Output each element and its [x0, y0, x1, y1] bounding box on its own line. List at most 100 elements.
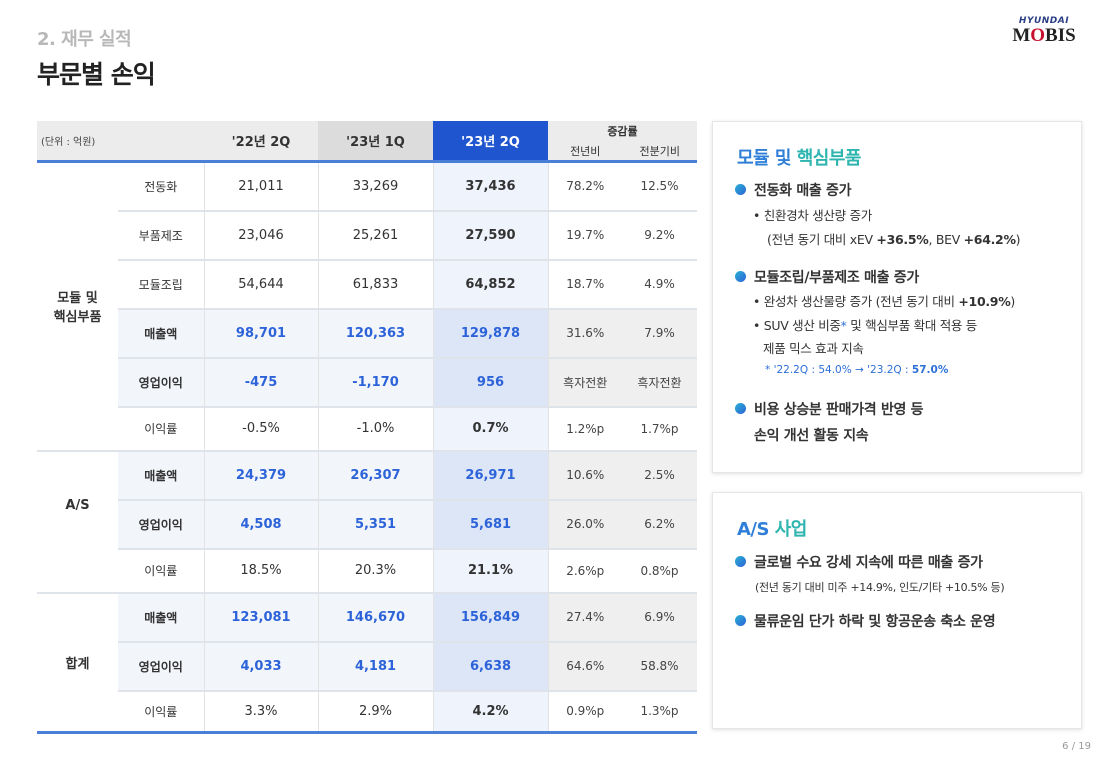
- bullet-electrification: 전동화 매출 증가: [735, 179, 852, 203]
- cell-23-2q: 6,638: [433, 641, 549, 692]
- cell-qoq: 0.8%p: [622, 548, 697, 594]
- sub-detail: (전년 동기 대비 미주 +14.9%, 인도/기타 +10.5% 등): [755, 581, 1005, 594]
- cell-yoy: 31.6%: [548, 308, 622, 359]
- cell-22-2q: 98,701: [204, 308, 319, 359]
- text: , BEV: [928, 232, 964, 247]
- cell-23-2q: 156,849: [433, 592, 549, 643]
- suv-share: 57.0%: [911, 364, 949, 376]
- cell-23-1q: 2.9%: [318, 690, 434, 734]
- cell-22-2q: 123,081: [204, 592, 319, 643]
- table-row: 매출액 98,701 120,363 129,878 31.6% 7.9%: [37, 308, 697, 359]
- sub-bullet: • 완성차 생산물량 증가 (전년 동기 대비 +10.9%): [753, 290, 1015, 313]
- row-label: 전동화: [118, 161, 205, 212]
- cell-qoq: 흑자전환: [622, 357, 697, 408]
- cell-qoq: 1.3%p: [622, 690, 697, 734]
- cell-yoy: 10.6%: [548, 450, 622, 501]
- cell-23-2q: 27,590: [433, 210, 549, 261]
- text: • SUV 생산 비중: [753, 318, 841, 333]
- cell-qoq: 58.8%: [622, 641, 697, 692]
- row-label: 모듈조립: [118, 259, 205, 310]
- table-row: 영업이익 4,508 5,351 5,681 26.0% 6.2%: [37, 499, 697, 550]
- cell-23-1q: -1,170: [318, 357, 434, 408]
- cell-22-2q: 4,508: [204, 499, 319, 550]
- table-row: 영업이익 -475 -1,170 956 흑자전환 흑자전환: [37, 357, 697, 408]
- bullet-text: 글로벌 수요 강세 지속에 따른 매출 증가: [754, 555, 983, 571]
- cell-23-1q: 120,363: [318, 308, 434, 359]
- segment-pl-table: (단위 : 억원) '22년 2Q '23년 1Q '23년 2Q 증감률 전년…: [37, 121, 697, 734]
- table-header-row: (단위 : 억원) '22년 2Q '23년 1Q '23년 2Q 증감률 전년…: [37, 121, 697, 162]
- group-total: 합계: [37, 592, 118, 734]
- as-business-card: A/S 사업 글로벌 수요 강세 지속에 따른 매출 증가 (전년 동기 대비 …: [712, 492, 1082, 729]
- cell-23-1q: 61,833: [318, 259, 434, 310]
- cell-yoy: 2.6%p: [548, 548, 622, 594]
- col-change-rate: 증감률 전년비 전분기비: [548, 121, 697, 162]
- col-23-2q: '23년 2Q: [433, 121, 548, 162]
- group-module: 모듈 및 핵심부품: [37, 161, 118, 452]
- cell-22-2q: 4,033: [204, 641, 319, 692]
- cell-22-2q: 18.5%: [204, 548, 319, 594]
- row-label: 영업이익: [118, 357, 205, 408]
- bullet-cont: 손익 개선 활동 지속: [754, 428, 869, 444]
- text: 및 핵심부품 확대 적용 등: [846, 318, 977, 333]
- text: ): [1015, 232, 1021, 247]
- cell-22-2q: 23,046: [204, 210, 319, 261]
- table-row: 이익률 18.5% 20.3% 21.1% 2.6%p 0.8%p: [37, 548, 697, 594]
- section-label: 2. 재무 실적: [37, 29, 132, 50]
- bullet-module-parts: 모듈조립/부품제조 매출 증가: [735, 266, 919, 290]
- col-22-2q: '22년 2Q: [204, 121, 318, 162]
- cell-yoy: 27.4%: [548, 592, 622, 643]
- bullet-dot-icon: [735, 271, 746, 282]
- change-rate-title: 증감률: [607, 125, 638, 138]
- bullet-dot-icon: [735, 615, 746, 626]
- row-label: 부품제조: [118, 210, 205, 261]
- cell-yoy: 흑자전환: [548, 357, 622, 408]
- sub-bullet: • 친환경차 생산량 증가: [753, 208, 872, 223]
- cell-23-2q: 956: [433, 357, 549, 408]
- bullet-cost-pass-through: 비용 상승분 판매가격 반영 등: [735, 398, 924, 422]
- group-name-line2: 핵심부품: [53, 310, 102, 326]
- cell-23-1q: 25,261: [318, 210, 434, 261]
- cell-23-1q: 33,269: [318, 161, 434, 212]
- cell-22-2q: -475: [204, 357, 319, 408]
- row-label: 이익률: [118, 406, 205, 452]
- col-yoy: 전년비: [570, 145, 601, 158]
- cell-qoq: 1.7%p: [622, 406, 697, 452]
- footnote: * '22.2Q : 54.0% → '23.2Q : 57.0%: [765, 364, 948, 376]
- bullet-text: 전동화 매출 증가: [754, 183, 852, 199]
- cell-qoq: 7.9%: [622, 308, 697, 359]
- table-row: 영업이익 4,033 4,181 6,638 64.6% 58.8%: [37, 641, 697, 692]
- cell-yoy: 26.0%: [548, 499, 622, 550]
- cell-23-2q: 5,681: [433, 499, 549, 550]
- table-row: 모듈조립 54,644 61,833 64,852 18.7% 4.9%: [37, 259, 697, 310]
- text: ): [1010, 294, 1015, 309]
- bullet-text: 비용 상승분 판매가격 반영 등: [754, 402, 924, 418]
- card-title-part1: 모듈 및: [737, 148, 797, 169]
- card-title: A/S 사업: [737, 515, 807, 541]
- table-row: A/S 매출액 24,379 26,307 26,971 10.6% 2.5%: [37, 450, 697, 594]
- cell-23-2q: 37,436: [433, 161, 549, 212]
- bullet-global-demand: 글로벌 수요 강세 지속에 따른 매출 증가: [735, 551, 983, 575]
- row-label: 매출액: [118, 450, 205, 501]
- logo-m: M: [1012, 25, 1031, 46]
- bullet-dot-icon: [735, 184, 746, 195]
- cell-qoq: 6.9%: [622, 592, 697, 643]
- logo-mobis-text: MOBIS: [999, 26, 1089, 46]
- cell-23-1q: 5,351: [318, 499, 434, 550]
- bullet-dot-icon: [735, 403, 746, 414]
- logo-hyundai-text: HYUNDAI: [1018, 16, 1070, 26]
- bullet-text: 모듈조립/부품제조 매출 증가: [754, 270, 919, 286]
- row-label: 매출액: [118, 592, 205, 643]
- logo-bis: BIS: [1045, 25, 1076, 46]
- cell-23-1q: 4,181: [318, 641, 434, 692]
- cell-23-2q: 64,852: [433, 259, 549, 310]
- cell-yoy: 1.2%p: [548, 406, 622, 452]
- cell-yoy: 0.9%p: [548, 690, 622, 734]
- cell-23-1q: -1.0%: [318, 406, 434, 452]
- bullet-text: 물류운임 단가 하락 및 항공운송 축소 운영: [754, 614, 996, 630]
- hyundai-mobis-logo: HYUNDAI MOBIS: [999, 16, 1089, 46]
- text: • 완성차 생산물량 증가 (전년 동기 대비: [753, 294, 959, 309]
- cell-22-2q: -0.5%: [204, 406, 319, 452]
- cell-23-2q: 4.2%: [433, 690, 549, 734]
- table-row: 합계 매출액 123,081 146,670 156,849 27.4% 6.9…: [37, 592, 697, 734]
- cell-23-2q: 26,971: [433, 450, 549, 501]
